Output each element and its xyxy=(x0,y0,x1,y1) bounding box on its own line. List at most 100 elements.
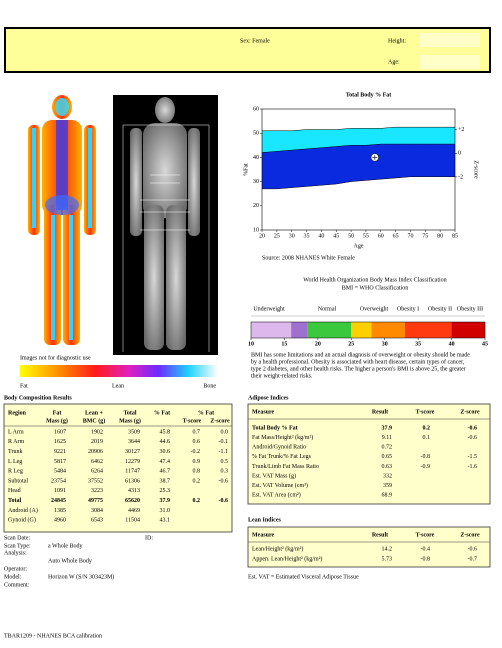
cell: 47.4 xyxy=(160,459,171,465)
bmi-tick-label: 40 xyxy=(449,341,455,347)
color-body-image xyxy=(28,95,96,345)
cell: 5817 xyxy=(54,459,66,465)
bmi-note: by a health professional. Obesity is ass… xyxy=(251,358,465,365)
cell: 45.8 xyxy=(160,429,171,435)
footer: TBAR1209 - NHANES BCA calibration xyxy=(4,633,102,639)
header-field xyxy=(420,55,480,69)
section-title: Body Composition Results xyxy=(4,395,72,401)
x-tick-label: 45 xyxy=(333,233,339,239)
y2-tick-label: -2 xyxy=(458,174,463,180)
row-label: Est. VAT Area (cm²) xyxy=(252,492,301,499)
x-tick-label: 50 xyxy=(348,233,354,239)
cell: 0.65 xyxy=(382,454,393,460)
section-title: Adipose Indices xyxy=(248,395,289,401)
row-label: % Fat Trunk/% Fat Legs xyxy=(252,454,312,460)
cell: 68.9 xyxy=(382,493,393,499)
scale-label: Lean xyxy=(112,383,124,389)
bmi-tick-label: 30 xyxy=(382,341,388,347)
cell: 0.7 xyxy=(193,429,201,435)
cell: 0.6 xyxy=(193,439,201,445)
cell: 9221 xyxy=(54,449,66,455)
cell: 3084 xyxy=(91,508,103,514)
row-label: Lean/Height² (kg/m²) xyxy=(252,545,303,552)
bmi-segment xyxy=(251,322,292,338)
row-label: Gynoid (G) xyxy=(8,517,36,524)
row-label: Trunk xyxy=(8,449,22,455)
bmi-tick-label: 15 xyxy=(281,341,287,347)
cell: 4313 xyxy=(128,488,140,494)
cell: -1.6 xyxy=(468,464,478,470)
cell: -0.6 xyxy=(468,425,478,431)
info-label: Analysis: xyxy=(4,550,27,556)
x-tick-label: 80 xyxy=(437,233,443,239)
info-label: Scan Type: xyxy=(4,543,31,549)
cell: 9.11 xyxy=(382,435,392,441)
cell: -0.6 xyxy=(219,478,229,484)
y-tick-label: 60 xyxy=(253,106,259,112)
reference-curve xyxy=(262,176,455,190)
row-label: Subtotal xyxy=(8,478,28,484)
x-tick-label: 60 xyxy=(378,233,384,239)
info-label: ID: xyxy=(145,535,153,541)
cell: 0.1 xyxy=(423,435,431,441)
x-tick-label: 30 xyxy=(289,233,295,239)
row-label: L Arm xyxy=(8,429,24,435)
info-label: Model: xyxy=(4,574,22,580)
row-label: Head xyxy=(8,488,21,494)
cell: 11504 xyxy=(125,518,140,524)
row-label: Est. VAT Mass (g) xyxy=(252,472,296,479)
section-title: Lean Indices xyxy=(248,517,282,523)
column-header: Z-score xyxy=(460,409,480,415)
y2-axis-label: Z-score xyxy=(473,160,479,179)
cell: -0.6 xyxy=(219,498,229,504)
band-lower xyxy=(262,144,455,189)
x-tick-label: 65 xyxy=(393,233,399,239)
cell: 23754 xyxy=(51,478,66,484)
cell: 0.5 xyxy=(221,459,229,465)
table-box xyxy=(247,526,491,568)
cell: 65620 xyxy=(125,498,140,504)
column-header: Result xyxy=(372,409,388,415)
row-label: Appen. Lean/Height² (kg/m²) xyxy=(252,555,322,562)
cell: 12279 xyxy=(125,459,140,465)
bmi-category: Underweight xyxy=(253,306,285,312)
cell: -1.1 xyxy=(219,449,229,455)
column-header: Measure xyxy=(252,409,275,415)
cell: -0.6 xyxy=(468,546,478,552)
cell: 43.1 xyxy=(160,518,171,524)
cell: -0.9 xyxy=(421,464,431,470)
cell: 1385 xyxy=(54,508,66,514)
cell: 1607 xyxy=(54,429,66,435)
y-tick-label: 30 xyxy=(253,179,259,185)
x-tick-label: 25 xyxy=(274,233,280,239)
y-tick-label: 50 xyxy=(253,131,259,137)
bmi-segment xyxy=(404,322,452,338)
cell: 0.8 xyxy=(193,469,201,475)
column-header: BMC (g) xyxy=(83,417,106,424)
footnote: Est. VAT = Estimated Visceral Adipose Ti… xyxy=(248,574,359,580)
scale-label: Bone xyxy=(203,383,216,389)
cell: 31.0 xyxy=(160,508,171,514)
header-field xyxy=(420,33,480,47)
cell: 3509 xyxy=(128,429,140,435)
header-box xyxy=(4,27,491,73)
bmi-title: World Health Organization Body Mass Inde… xyxy=(303,276,446,283)
bmi-note: their weight-related risks. xyxy=(251,373,313,379)
bmi-tick-label: 35 xyxy=(415,341,421,347)
cell: 46.7 xyxy=(160,469,171,475)
cell: 5.73 xyxy=(382,556,393,562)
cell: 24845 xyxy=(51,498,66,504)
x-tick-label: 20 xyxy=(259,233,265,239)
image-note: Images not for diagnostic use xyxy=(20,354,91,361)
bmi-tick-label: 25 xyxy=(348,341,354,347)
info-value: a Whole Body xyxy=(48,543,83,549)
cell: 14.2 xyxy=(382,546,393,552)
cell: 0.9 xyxy=(193,459,201,465)
y-tick-label: 40 xyxy=(253,155,259,161)
header-sex: Sex: Female xyxy=(240,38,270,44)
column-header: Lean + xyxy=(85,410,104,416)
x-tick-label: 75 xyxy=(422,233,428,239)
column-header: Measure xyxy=(252,532,275,538)
cell: 11747 xyxy=(125,469,140,475)
